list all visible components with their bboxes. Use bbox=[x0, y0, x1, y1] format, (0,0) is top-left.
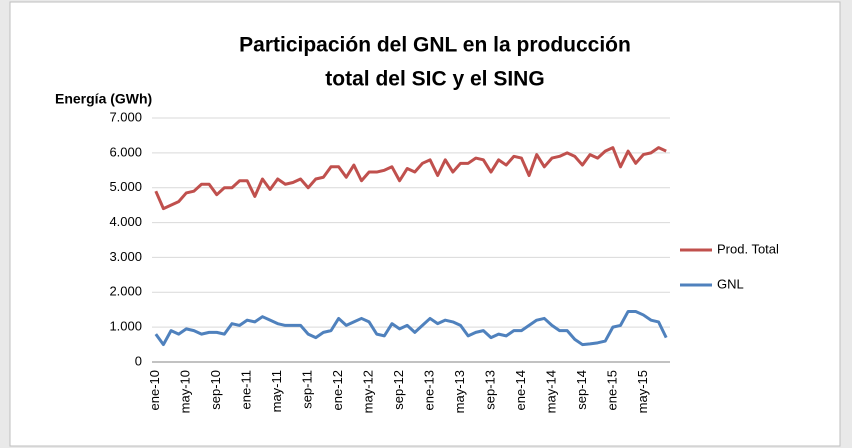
x-tick-label: ene-13 bbox=[421, 370, 436, 410]
x-tick-label: may-12 bbox=[361, 370, 376, 413]
y-tick-label: 4.000 bbox=[109, 214, 142, 229]
y-tick-label: 3.000 bbox=[109, 249, 142, 264]
y-tick-label: 0 bbox=[135, 353, 142, 368]
x-tick-label: ene-11 bbox=[239, 370, 254, 410]
x-tick-label: sep-11 bbox=[300, 370, 315, 409]
x-tick-label: may-14 bbox=[543, 370, 558, 413]
y-tick-label: 5.000 bbox=[109, 179, 142, 194]
chart-frame bbox=[9, 1, 841, 447]
legend-label: GNL bbox=[717, 276, 744, 291]
x-tick-label: ene-10 bbox=[147, 370, 162, 410]
chart-title: total del SIC y el SING bbox=[325, 68, 544, 91]
x-tick-label: ene-15 bbox=[604, 370, 619, 410]
y-tick-label: 1.000 bbox=[109, 319, 142, 334]
y-tick-label: 6.000 bbox=[109, 144, 142, 159]
y-tick-label: 7.000 bbox=[109, 109, 142, 124]
x-tick-label: ene-14 bbox=[513, 370, 528, 410]
series-line bbox=[154, 146, 667, 211]
y-axis-label: Energía (GWh) bbox=[55, 91, 152, 107]
x-tick-label: sep-12 bbox=[391, 370, 406, 410]
x-tick-label: may-15 bbox=[635, 370, 650, 413]
chart-title: Participación del GNL en la producción bbox=[239, 34, 631, 57]
x-tick-label: may-11 bbox=[269, 370, 284, 412]
series-line bbox=[154, 309, 668, 347]
x-tick-label: may-10 bbox=[178, 370, 193, 413]
x-tick-label: sep-14 bbox=[574, 370, 589, 410]
legend-label: Prod. Total bbox=[717, 241, 779, 256]
x-tick-label: sep-13 bbox=[482, 370, 497, 410]
x-tick-label: ene-12 bbox=[330, 370, 345, 410]
x-tick-label: sep-10 bbox=[208, 370, 223, 410]
y-tick-label: 2.000 bbox=[109, 284, 142, 299]
x-tick-label: may-13 bbox=[452, 370, 467, 413]
